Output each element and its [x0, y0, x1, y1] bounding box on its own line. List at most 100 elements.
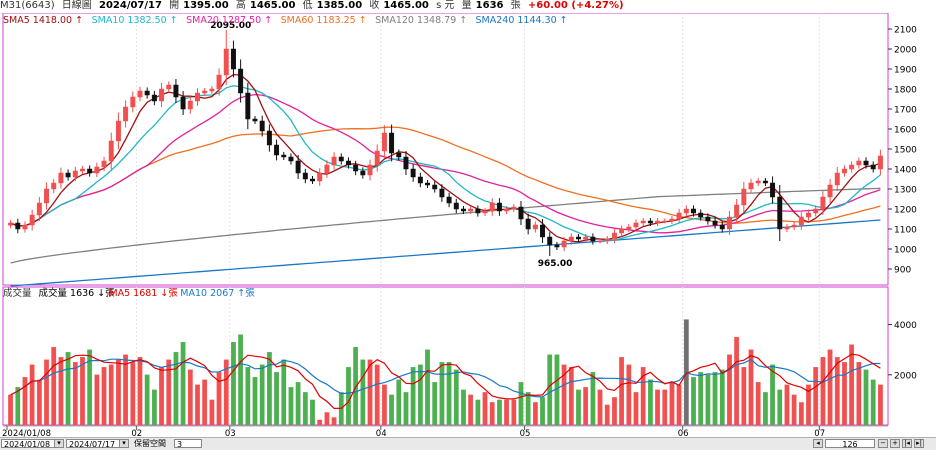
candle-body: [691, 208, 696, 214]
volume-bar: [187, 369, 193, 426]
candle-body: [877, 155, 883, 170]
open-label: 開: [169, 0, 180, 11]
sma240-line: [10, 219, 881, 287]
candle-body: [252, 118, 258, 122]
keep-space-input[interactable]: 3: [174, 439, 202, 449]
start-date-dropdown-icon[interactable]: ▾: [54, 439, 64, 448]
volume-bar: [80, 357, 85, 426]
candle-body: [360, 170, 366, 176]
volume-bar: [633, 392, 639, 426]
price-tick-label: 1400: [894, 166, 917, 176]
volume-bar: [87, 349, 93, 426]
candle-body: [173, 84, 179, 98]
scroll-end-icon[interactable]: ▸|: [914, 439, 924, 448]
candle-body: [870, 164, 876, 170]
candle-body: [532, 224, 538, 230]
candle-body: [468, 208, 474, 212]
scroll-start-icon[interactable]: |◂: [902, 439, 912, 448]
period-label[interactable]: 日線圖: [61, 0, 92, 11]
volume-bar: [561, 364, 567, 426]
visible-count: 126: [825, 439, 875, 449]
candle-body: [202, 90, 208, 94]
candle-body: [238, 68, 244, 94]
volume-legend-item: MA5 1681 ↓張: [109, 288, 178, 299]
volume-bar: [590, 372, 596, 426]
candle-body: [460, 208, 466, 212]
volume-ma10-line: [10, 358, 881, 398]
candle-body: [367, 164, 373, 176]
volume-bar: [612, 397, 617, 426]
candle-body: [87, 168, 93, 174]
zoom-out-icon[interactable]: −: [878, 439, 888, 448]
low-value: 1385.00: [316, 0, 363, 11]
volume-bar: [374, 364, 380, 426]
candle-body: [36, 202, 42, 216]
candle-body: [310, 178, 315, 182]
candle-body: [453, 202, 459, 210]
volume-bar: [367, 359, 373, 426]
volume-bar: [604, 404, 610, 426]
volume-bar: [15, 387, 21, 426]
volume-bar: [302, 392, 308, 426]
volume-bar: [238, 334, 244, 426]
candle-body: [195, 92, 200, 102]
zoom-in-icon[interactable]: +: [890, 439, 900, 448]
candle-body: [94, 166, 100, 174]
volume-legend-item: 成交量: [3, 287, 32, 299]
low-annotation: 965.00: [538, 259, 573, 269]
volume-bar: [806, 384, 811, 426]
candle-body: [597, 240, 603, 243]
volume-bar: [281, 359, 287, 426]
candle-body: [159, 88, 165, 102]
volume-bar: [382, 384, 387, 426]
volume-bar: [101, 367, 107, 426]
volume-bar: [568, 367, 574, 426]
price-tick-label: 1800: [894, 86, 917, 96]
candle-body: [547, 236, 553, 246]
volume-bar: [719, 369, 725, 426]
price-legend-item: SMA10 1382.50 ↑: [92, 15, 178, 26]
price-tick-label: 1300: [894, 186, 917, 196]
candle-body: [496, 202, 502, 212]
candle-body: [662, 220, 668, 223]
scroll-left-icon[interactable]: ◂: [813, 439, 823, 448]
candle-body: [633, 222, 639, 228]
keep-space-label: 保留空間: [134, 439, 166, 448]
high-label: 高: [235, 0, 246, 11]
candle-body: [259, 120, 265, 132]
volume-panel-frame: [2, 286, 889, 426]
volume-bar: [777, 389, 783, 426]
volume-bar: [870, 379, 876, 426]
volume-unit: 張: [510, 0, 521, 11]
candle-body: [770, 182, 776, 198]
volume-bar: [698, 372, 704, 426]
volume-bar: [36, 379, 42, 426]
close-label: 收: [369, 0, 380, 11]
volume-bar: [331, 417, 337, 426]
candle-body: [540, 224, 546, 238]
high-annotation: 2095.00: [210, 21, 251, 31]
volume-bar: [748, 349, 754, 426]
candle-body: [748, 182, 754, 190]
volume-bar: [223, 359, 229, 426]
candle-body: [619, 228, 625, 234]
volume-bar: [51, 347, 57, 426]
volume-ma5-line: [10, 353, 881, 409]
volume-bar: [727, 354, 732, 426]
volume-bar: [662, 389, 668, 426]
volume-bar: [770, 364, 775, 426]
candle-body: [425, 182, 431, 186]
stock-code: M31(6643): [0, 0, 55, 11]
candle-body: [576, 236, 581, 240]
candle-body: [590, 236, 596, 242]
end-date-dropdown-icon[interactable]: ▾: [119, 439, 129, 448]
volume-bar: [130, 362, 136, 426]
volume-bar: [734, 336, 740, 426]
candle-body: [841, 168, 847, 174]
candle-body: [338, 156, 344, 162]
candle-body: [353, 164, 359, 172]
sma120-line: [10, 187, 881, 264]
volume-legend-item: MA10 2067 ↑張: [180, 288, 255, 299]
volume-bar: [741, 367, 747, 426]
